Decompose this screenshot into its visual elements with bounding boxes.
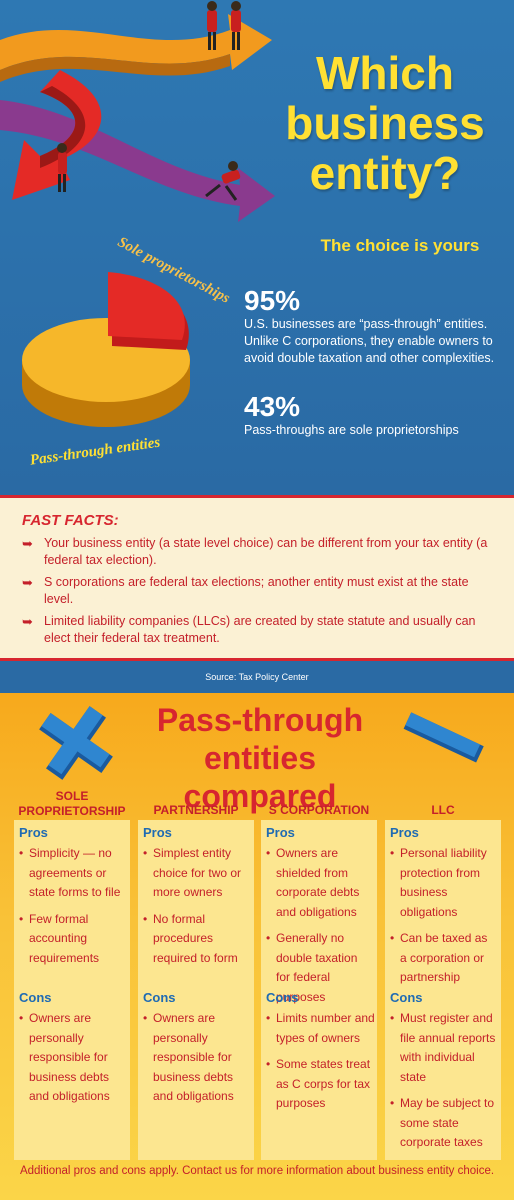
comparison-title: Pass-through entities compared xyxy=(156,702,364,814)
cons-list: Owners are personally responsible for bu… xyxy=(19,1009,130,1107)
arrow-bullet-icon: ➥ xyxy=(22,614,33,629)
fact-text: Your business entity (a state level choi… xyxy=(44,536,488,567)
cons-list: Owners are personally responsible for bu… xyxy=(143,1009,254,1107)
pie-label-pass: Pass-through entities xyxy=(29,435,161,469)
plus-icon xyxy=(39,706,113,780)
arrow-bullet-icon: ➥ xyxy=(22,536,33,551)
title-line: Which xyxy=(316,47,454,99)
list-item: Some states treat as C corps for tax pur… xyxy=(266,1055,377,1114)
cons-list: Must register and file annual reports wi… xyxy=(390,1009,501,1153)
pros-label: Pros xyxy=(390,825,419,840)
column-heading: LLC xyxy=(431,803,455,817)
fact-text: S corporations are federal tax elections… xyxy=(44,575,469,606)
stat-block: 43% Pass-throughs are sole proprietorshi… xyxy=(244,392,506,439)
pros-list: Simplest entity choice for two or more o… xyxy=(143,844,248,968)
list-item: Generally no double taxation for federal… xyxy=(266,929,371,1007)
title-line: business xyxy=(285,97,485,149)
footer-note: Additional pros and cons apply. Contact … xyxy=(19,1165,495,1177)
entity-column-s-corporation: Pros Owners are shielded from corporate … xyxy=(261,820,377,1160)
list-item: Few formal accounting requirements xyxy=(19,910,124,969)
fact-item: ➥ Limited liability companies (LLCs) are… xyxy=(22,613,494,647)
cons-label: Cons xyxy=(19,990,52,1005)
fast-facts-panel: FAST FACTS: ➥ Your business entity (a st… xyxy=(0,495,514,661)
cons-block: Cons Must register and file annual repor… xyxy=(390,990,501,1160)
fast-facts-title: FAST FACTS: xyxy=(22,512,119,529)
list-item: Must register and file annual reports wi… xyxy=(390,1009,501,1087)
orange-arrow xyxy=(0,14,272,70)
entity-column-llc: Pros Personal liability protection from … xyxy=(385,820,501,1160)
page-title: Which business entity? xyxy=(265,48,505,198)
pros-list: Personal liability protection from busin… xyxy=(390,844,495,988)
list-item: Owners are shielded from corporate debts… xyxy=(266,844,371,922)
stat-number: 95% xyxy=(244,285,301,316)
cons-label: Cons xyxy=(143,990,176,1005)
column-heading: S CORPORATION xyxy=(268,803,370,817)
businessman-figures xyxy=(57,1,241,201)
fact-item: ➥ Your business entity (a state level ch… xyxy=(22,535,494,569)
cons-list: Limits number and types of owners Some s… xyxy=(266,1009,377,1114)
list-item: Owners are personally responsible for bu… xyxy=(19,1009,130,1107)
purple-arrow xyxy=(0,100,275,222)
list-item: Limits number and types of owners xyxy=(266,1009,377,1048)
comparison-section: Pass-through entities compared SOLE PROP… xyxy=(0,693,514,1200)
hero-section: Sole proprietorships Pass-through entiti… xyxy=(0,0,514,495)
fact-item: ➥ S corporations are federal tax electio… xyxy=(22,574,494,608)
title-line: entity? xyxy=(309,147,461,199)
column-heading: SOLE PROPRIETORSHIP xyxy=(18,789,126,818)
list-item: Owners are personally responsible for bu… xyxy=(143,1009,254,1107)
list-item: May be subject to some state corporate t… xyxy=(390,1094,501,1153)
list-item: Simplest entity choice for two or more o… xyxy=(143,844,248,903)
stat-number: 43% xyxy=(244,391,301,422)
list-item: Can be taxed as a corporation or partner… xyxy=(390,929,495,988)
cons-block: Cons Owners are personally responsible f… xyxy=(19,990,130,1114)
arrow-bullet-icon: ➥ xyxy=(22,575,33,590)
pros-list: Owners are shielded from corporate debts… xyxy=(266,844,371,1007)
entity-column-sole-proprietorship: Pros Simplicity — no agreements or state… xyxy=(14,820,130,1160)
column-heading: PARTNERSHIP xyxy=(153,803,239,817)
stat-description: Pass-throughs are sole proprietorships xyxy=(244,423,459,437)
page-subtitle: The choice is yours xyxy=(320,236,480,255)
pros-label: Pros xyxy=(143,825,172,840)
list-item: No formal procedures required to form xyxy=(143,910,248,969)
stat-block: 95% U.S. businesses are “pass-through” e… xyxy=(244,286,506,367)
fact-text: Limited liability companies (LLCs) are c… xyxy=(44,614,476,645)
list-item: Simplicity — no agreements or state form… xyxy=(19,844,124,903)
pros-label: Pros xyxy=(19,825,48,840)
pros-label: Pros xyxy=(266,825,295,840)
pros-list: Simplicity — no agreements or state form… xyxy=(19,844,124,968)
entity-column-partnership: Pros Simplest entity choice for two or m… xyxy=(138,820,254,1160)
cons-label: Cons xyxy=(390,990,423,1005)
source-credit: Source: Tax Policy Center xyxy=(0,661,514,693)
minus-icon xyxy=(403,712,484,763)
cons-block: Cons Owners are personally responsible f… xyxy=(143,990,254,1114)
list-item: Personal liability protection from busin… xyxy=(390,844,495,922)
stat-description: U.S. businesses are “pass-through” entit… xyxy=(244,317,495,365)
arrows-and-pie-illustration: Sole proprietorships Pass-through entiti… xyxy=(0,1,275,469)
cons-block: Cons Limits number and types of owners S… xyxy=(266,990,377,1121)
red-arrow xyxy=(12,70,102,200)
pie-chart-illustration xyxy=(22,272,190,427)
cons-label: Cons xyxy=(266,990,299,1005)
